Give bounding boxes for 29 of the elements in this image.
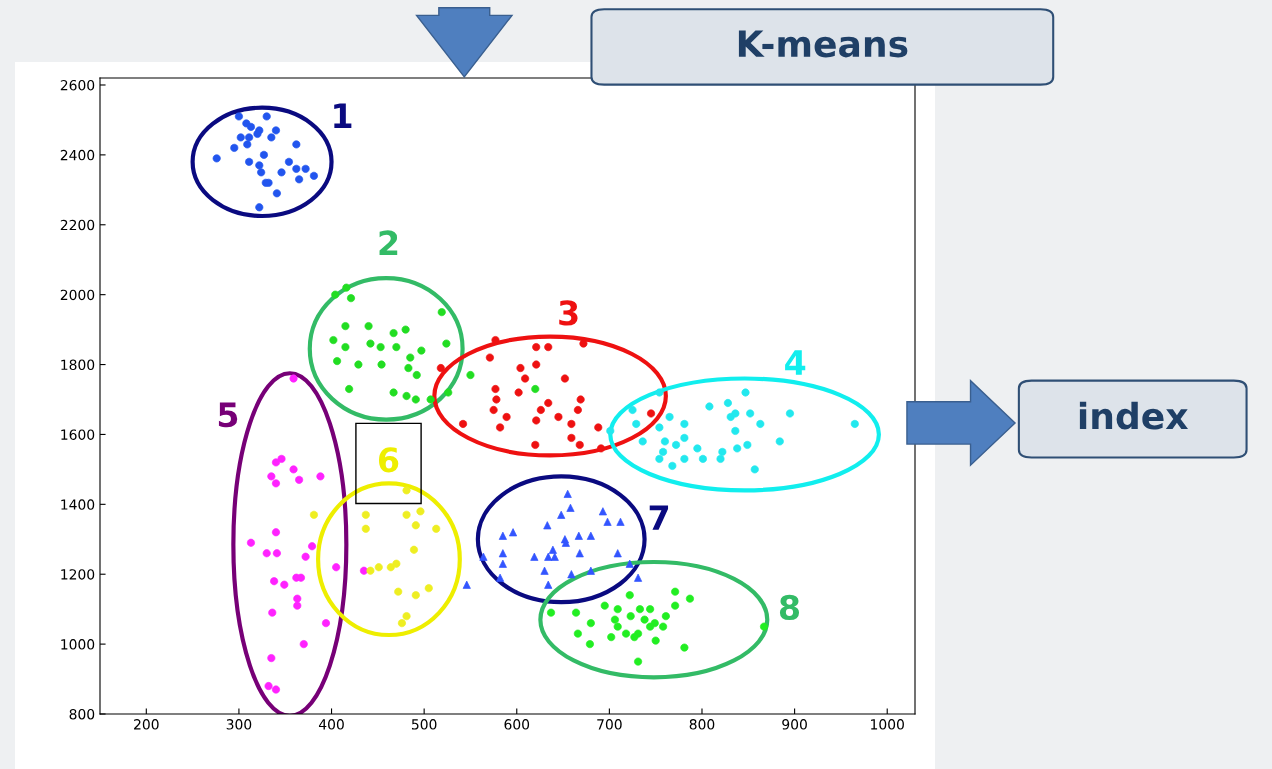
text: index — [1079, 401, 1189, 430]
x-tick-label: 600 — [504, 719, 530, 730]
y-tick-label: 800 — [69, 708, 95, 720]
y-tick-label: 1400 — [61, 499, 95, 510]
x-tick-label: 200 — [134, 719, 159, 730]
y-tick-label: 2600 — [60, 79, 95, 91]
x-tick-label: 500 — [411, 719, 437, 730]
y-tick-label: 1800 — [61, 359, 95, 371]
annotation: 7 — [649, 505, 669, 530]
annotation: 1 — [334, 103, 352, 128]
x-tick-label: 1000 — [871, 719, 904, 730]
annotation: 3 — [559, 300, 578, 326]
annotation: 6 — [378, 447, 399, 473]
x-tick-label: 300 — [226, 719, 252, 730]
annotation: 2 — [379, 230, 398, 256]
text: K-means — [738, 30, 908, 58]
annotation: 4 — [785, 350, 806, 375]
y-tick-label: 1000 — [61, 639, 95, 650]
x-tick-label: 700 — [597, 719, 622, 730]
annotation: 5 — [218, 402, 238, 428]
y-tick-label: 1600 — [61, 429, 95, 440]
y-tick-label: 2000 — [60, 289, 95, 301]
y-tick-label: 2200 — [60, 219, 95, 231]
annotation: 8 — [779, 594, 800, 620]
x-tick-label: 400 — [318, 719, 344, 730]
y-tick-label: 2400 — [60, 149, 95, 161]
x-tick-label: 900 — [782, 719, 807, 730]
y-tick-label: 1200 — [61, 569, 95, 580]
x-tick-label: 800 — [689, 719, 715, 730]
